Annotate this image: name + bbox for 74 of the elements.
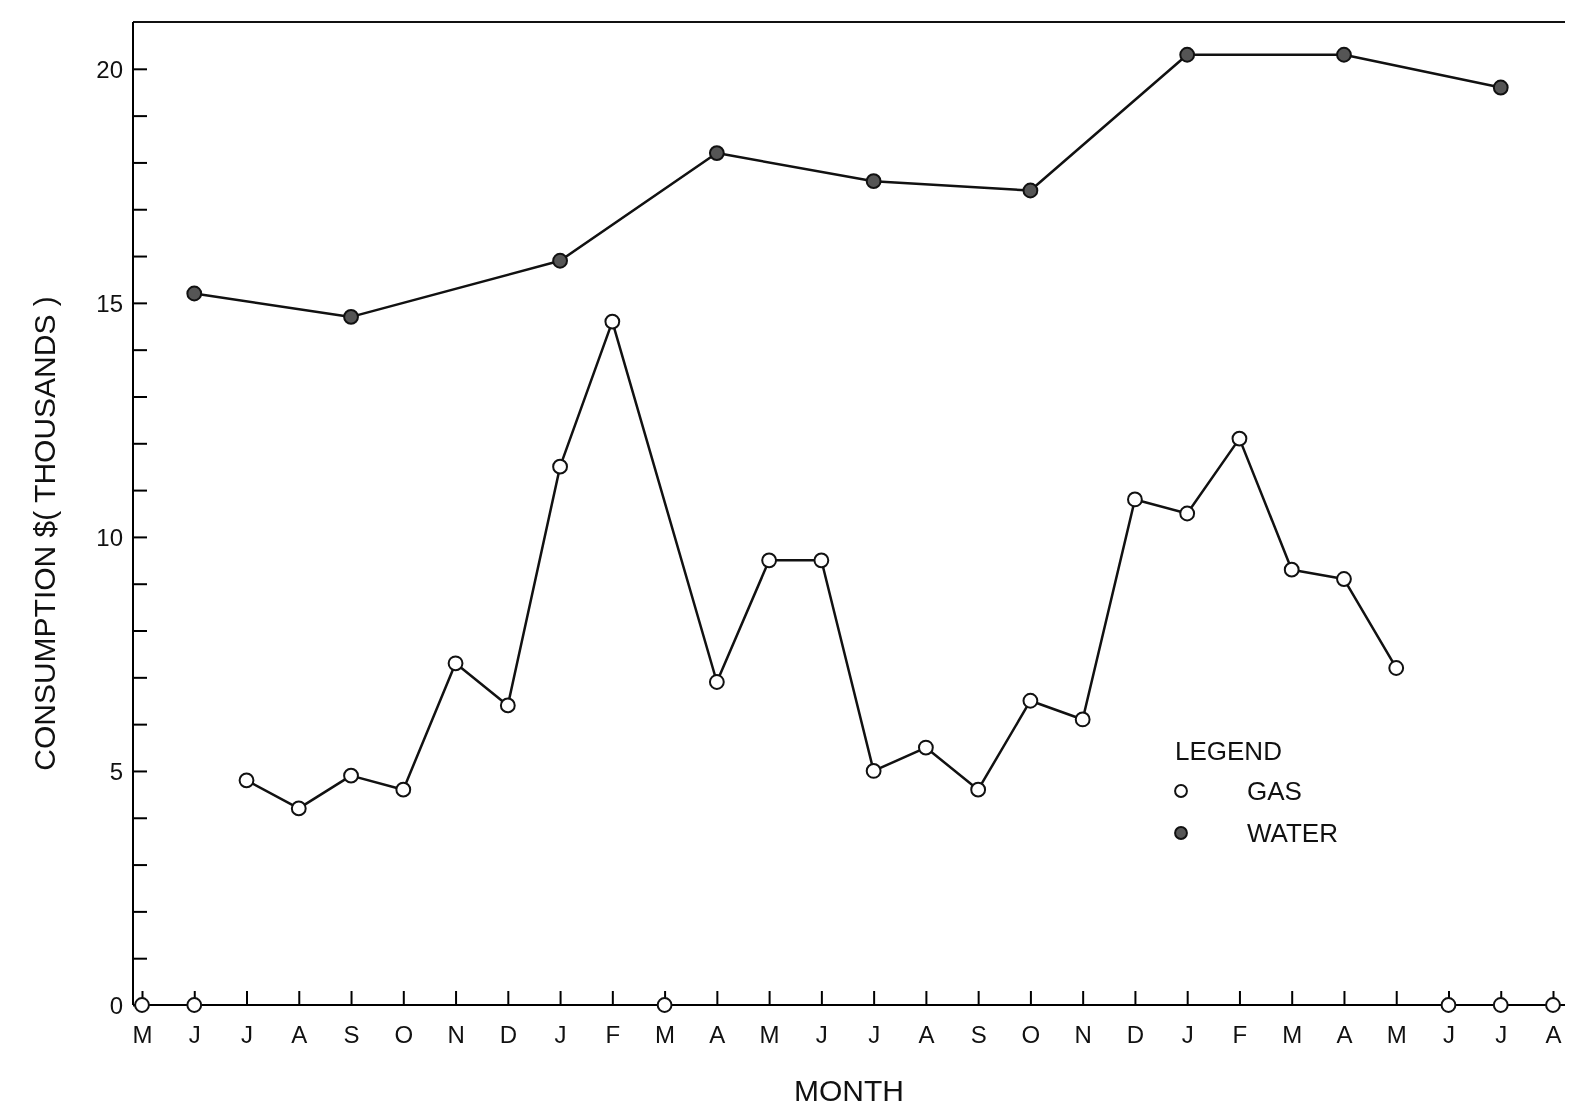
x-tick-label: S	[970, 1021, 987, 1048]
x-tick-label: F	[605, 1021, 621, 1048]
point	[865, 173, 882, 190]
point	[1283, 561, 1300, 578]
x-tick-label: D	[499, 1021, 517, 1048]
point	[447, 655, 464, 672]
x-tick-label: J	[554, 1021, 567, 1048]
x-tick-label: J	[815, 1021, 828, 1048]
point	[970, 781, 987, 798]
y-tick-label: 0	[109, 991, 123, 1019]
point	[1127, 491, 1143, 508]
point	[552, 458, 568, 475]
x-tick-label: M	[1282, 1021, 1303, 1048]
point	[917, 739, 934, 756]
x-tick-label: J	[188, 1021, 201, 1048]
y-tick-label: 10	[96, 523, 123, 551]
x-tick-label: O	[394, 1021, 414, 1048]
x-tick-label: J	[1495, 1021, 1508, 1048]
x-tick-label: A	[1545, 1021, 1562, 1048]
y-tick-label: 5	[109, 757, 123, 785]
point	[343, 309, 359, 325]
point	[1440, 997, 1457, 1013]
point	[708, 145, 725, 161]
x-tick-label: J	[1181, 1021, 1194, 1048]
point	[1336, 571, 1352, 587]
point	[1492, 79, 1509, 96]
x-tick-label: J	[241, 1021, 254, 1048]
point	[1179, 505, 1196, 522]
point	[552, 252, 568, 269]
x-tick-label: S	[343, 1021, 360, 1048]
point	[1336, 46, 1352, 63]
legend-title: LEGEND	[1175, 736, 1282, 766]
x-tick-label: D	[1126, 1021, 1145, 1048]
point	[1388, 660, 1405, 676]
x-tick-label: N	[1074, 1021, 1092, 1048]
point	[708, 674, 725, 690]
y-axis-title: CONSUMPTION $( THOUSANDS )	[28, 296, 61, 771]
y-tick-label: 20	[96, 55, 123, 83]
x-axis-title: MONTH	[794, 1074, 904, 1107]
point	[395, 781, 412, 798]
point	[1022, 182, 1039, 199]
x-tick-label: F	[1232, 1021, 1248, 1048]
point	[761, 552, 778, 569]
point	[1545, 997, 1561, 1013]
x-tick-label: A	[918, 1021, 935, 1048]
point	[290, 800, 307, 817]
point	[1074, 711, 1091, 728]
point	[1492, 997, 1509, 1013]
legend-label: GAS	[1247, 776, 1302, 806]
point	[1231, 430, 1248, 447]
legend-label: WATER	[1247, 818, 1338, 848]
point	[343, 767, 359, 784]
x-tick-label: M	[132, 1021, 153, 1048]
point	[499, 697, 516, 714]
point	[238, 772, 255, 789]
point	[865, 763, 882, 779]
x-tick-label: M	[655, 1021, 676, 1048]
point	[1179, 46, 1196, 63]
x-tick-label: O	[1021, 1021, 1041, 1048]
x-tick-label: A	[709, 1021, 726, 1048]
point	[813, 552, 830, 569]
x-tick-label: J	[1442, 1021, 1455, 1048]
point	[186, 997, 203, 1013]
point	[186, 285, 203, 302]
x-tick-label: J	[868, 1021, 881, 1048]
point	[656, 997, 673, 1013]
point	[604, 313, 621, 330]
x-tick-label: M	[1386, 1021, 1407, 1048]
x-tick-label: A	[291, 1021, 308, 1048]
point	[1022, 692, 1039, 709]
x-tick-label: M	[759, 1021, 780, 1048]
y-tick-label: 15	[96, 289, 123, 317]
x-tick-label: A	[1336, 1021, 1353, 1048]
x-tick-label: N	[447, 1021, 465, 1048]
